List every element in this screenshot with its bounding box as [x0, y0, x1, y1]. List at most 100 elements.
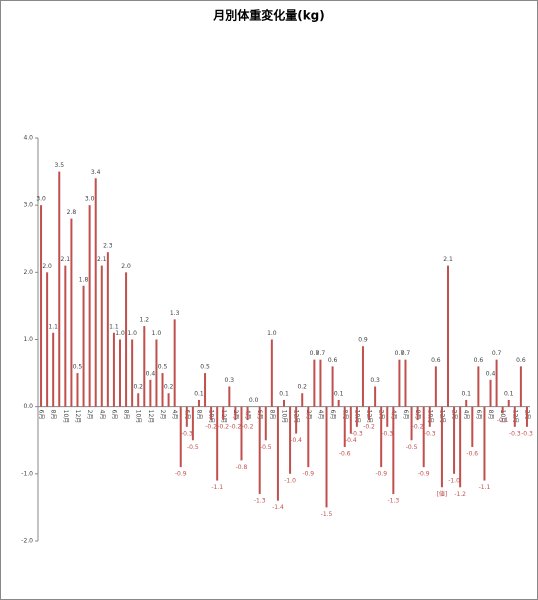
bar: [161, 373, 164, 407]
bar: [434, 366, 437, 407]
value-label: 1.0: [127, 330, 137, 337]
value-label: -0.3: [381, 430, 393, 437]
bar: [513, 406, 516, 427]
value-label: 0.6: [328, 357, 338, 364]
bar: [319, 359, 322, 407]
bar: [501, 406, 504, 414]
value-label: -0.3: [521, 430, 533, 437]
y-tick-label: 0.0: [23, 403, 33, 410]
value-label: -1.0: [448, 477, 460, 484]
bar: [52, 332, 55, 407]
bar: [155, 339, 158, 407]
bar: [465, 399, 468, 407]
value-label: 0.7: [316, 350, 326, 357]
x-tick-label: 8月: [487, 410, 494, 420]
x-tick-label: 2月: [86, 410, 93, 420]
x-tick-label: 6月: [38, 410, 45, 420]
bar: [58, 171, 61, 407]
value-label: 0.0: [249, 397, 259, 404]
x-tick-label: 8月: [268, 410, 275, 420]
bar: [361, 346, 364, 407]
value-label: -0.4: [290, 437, 302, 444]
value-label: 0.4: [146, 370, 156, 377]
bar: [398, 359, 401, 407]
value-label: -0.8: [236, 464, 248, 471]
value-label: 0.6: [474, 357, 484, 364]
x-tick-label: 2月: [159, 410, 166, 420]
bar: [483, 406, 486, 481]
bar: [471, 406, 474, 447]
bar: [519, 366, 522, 407]
bar: [143, 326, 146, 407]
value-label: -0.9: [375, 471, 387, 478]
bar: [167, 393, 170, 407]
bar: [283, 399, 285, 407]
bar: [106, 252, 109, 407]
bar: [307, 406, 310, 468]
value-label: 0.7: [492, 350, 502, 357]
x-tick-label: 6月: [329, 410, 336, 420]
bar: [392, 406, 395, 494]
bar: [94, 178, 97, 407]
bar: [246, 406, 249, 421]
bar: [386, 406, 389, 427]
bar: [137, 393, 140, 407]
x-tick-label: 4月: [98, 410, 105, 420]
value-label: 2.0: [121, 263, 131, 270]
value-label: -0.5: [260, 444, 272, 451]
y-tick-label: -2.0: [21, 538, 33, 545]
bar: [477, 366, 480, 407]
value-label: -1.4: [272, 504, 284, 511]
bar: [270, 339, 273, 407]
value-label: 0.7: [310, 350, 320, 357]
value-label: -0.2: [363, 424, 375, 431]
bar: [46, 272, 49, 407]
value-label: -0.3: [351, 430, 363, 437]
bar: [440, 406, 443, 488]
bar: [416, 406, 419, 421]
value-label: 3.4: [91, 169, 101, 176]
bar: [374, 386, 377, 407]
value-label: 1.0: [267, 330, 277, 337]
value-label: 0.3: [225, 377, 235, 384]
bar: [289, 406, 292, 474]
value-label: [値]: [437, 490, 448, 498]
bar: [64, 265, 67, 407]
value-label: 2.1: [443, 256, 453, 263]
value-label: 3.0: [85, 196, 95, 203]
value-label: 0.7: [401, 350, 411, 357]
x-tick-label: 8月: [50, 410, 57, 420]
bar: [88, 205, 91, 407]
bar: [112, 332, 115, 407]
value-label: 1.8: [79, 276, 89, 283]
bar: [410, 406, 413, 441]
value-label: -0.2: [412, 424, 424, 431]
bar: [428, 406, 431, 427]
value-label: -1.1: [211, 484, 223, 491]
value-label: 1.1: [109, 323, 119, 330]
value-label: 0.6: [431, 357, 441, 364]
bar: [204, 373, 207, 407]
value-label: -0.5: [187, 444, 199, 451]
value-label: 0.2: [133, 384, 143, 391]
bar: [173, 319, 176, 407]
x-tick-label: 6月: [402, 410, 409, 420]
bar: [349, 406, 352, 434]
bar: [179, 406, 182, 468]
value-label: -0.3: [181, 430, 193, 437]
value-label: -0.3: [509, 430, 521, 437]
bar: [447, 265, 449, 407]
bar: [459, 406, 462, 488]
value-label: -1.5: [321, 511, 333, 518]
value-label: 3.0: [36, 196, 46, 203]
value-label: 1.0: [152, 330, 162, 337]
bar: [197, 399, 200, 407]
bar: [258, 406, 261, 494]
bar: [337, 399, 340, 407]
value-label: 2.3: [103, 243, 113, 250]
x-tick-label: 4月: [317, 410, 324, 420]
bar: [295, 406, 298, 434]
value-label: -0.9: [302, 471, 314, 478]
